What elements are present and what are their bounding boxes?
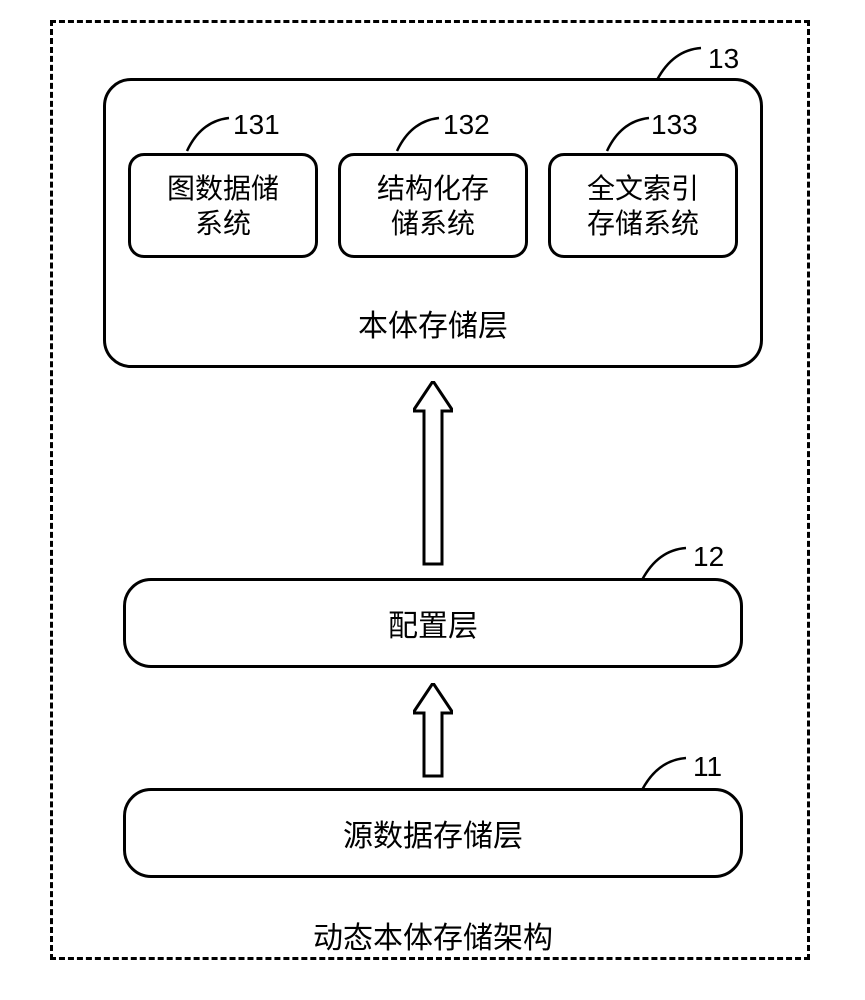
callout-12-number: 12 [693,541,724,573]
callout-12-curve [638,545,698,585]
arrow-config-to-ontology [413,381,453,566]
callout-132-curve [393,115,448,157]
callout-133-curve [603,115,658,157]
source-layer-box: 源数据存储层 [123,788,743,878]
source-layer-label: 源数据存储层 [343,811,523,855]
graph-store-box: 图数据储 系统 [128,153,318,258]
callout-133-number: 133 [651,109,698,141]
callout-132-number: 132 [443,109,490,141]
fulltext-store-label: 全文索引 存储系统 [587,171,699,241]
callout-11-number: 11 [693,751,722,783]
structured-store-label: 结构化存 储系统 [377,171,489,241]
callout-131-curve [183,115,238,157]
structured-store-box: 结构化存 储系统 [338,153,528,258]
fulltext-store-box: 全文索引 存储系统 [548,153,738,258]
diagram-frame: 本体存储层 13 图数据储 系统 131 结构化存 储系统 132 全文索引 存… [50,20,810,960]
diagram-title: 动态本体存储架构 [53,913,813,957]
config-layer-label: 配置层 [388,601,478,645]
callout-13-number: 13 [708,43,739,75]
callout-11-curve [638,755,698,795]
ontology-layer-label: 本体存储层 [358,301,508,345]
callout-13-curve [653,45,713,85]
arrow-source-to-config [413,683,453,778]
graph-store-label: 图数据储 系统 [167,171,279,241]
config-layer-box: 配置层 [123,578,743,668]
callout-131-number: 131 [233,109,280,141]
